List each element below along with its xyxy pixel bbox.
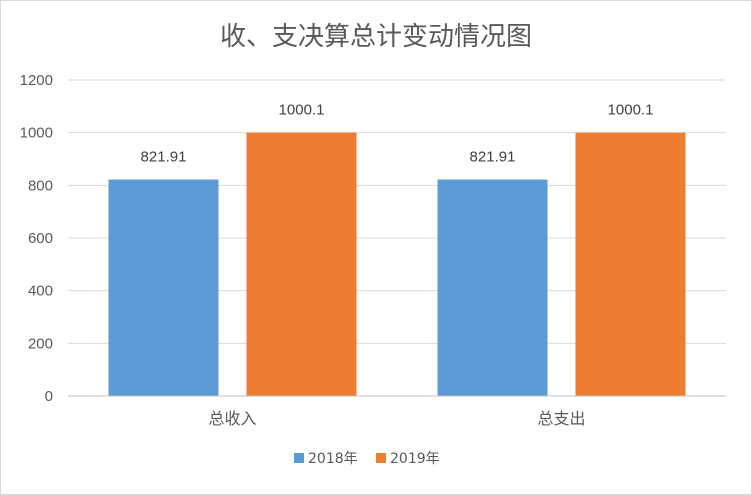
bars [108,132,686,397]
legend-swatch [376,453,386,463]
y-tick-label: 600 [28,230,53,247]
data-label: 1000.1 [608,102,654,119]
y-tick-label: 1200 [20,72,53,89]
legend-label: 2018年 [308,451,358,467]
y-tick-label: 400 [28,283,53,300]
y-tick-label: 1000 [20,125,53,142]
y-tick-label: 200 [28,335,53,352]
y-axis-ticks: 0 200 400 600 800 1000 1200 [20,72,53,405]
data-labels: 821.91 1000.1 821.91 1000.1 [141,102,654,166]
bar [108,179,219,396]
legend-label: 2019年 [390,451,440,467]
x-tick-label: 总收入 [208,409,256,428]
chart-title: 收、支决算总计变动情况图 [220,22,532,52]
bar [246,132,357,397]
x-axis: 总收入 总支出 [68,395,726,428]
y-tick-label: 0 [45,388,53,405]
data-label: 821.91 [470,149,516,166]
bar [575,132,686,397]
bar [437,179,548,396]
x-tick-label: 总支出 [537,409,585,428]
y-tick-label: 800 [28,177,53,194]
legend-swatch [294,453,304,463]
data-label: 1000.1 [279,102,325,119]
legend: 2018年 2019年 [294,451,440,467]
data-label: 821.91 [141,149,187,166]
